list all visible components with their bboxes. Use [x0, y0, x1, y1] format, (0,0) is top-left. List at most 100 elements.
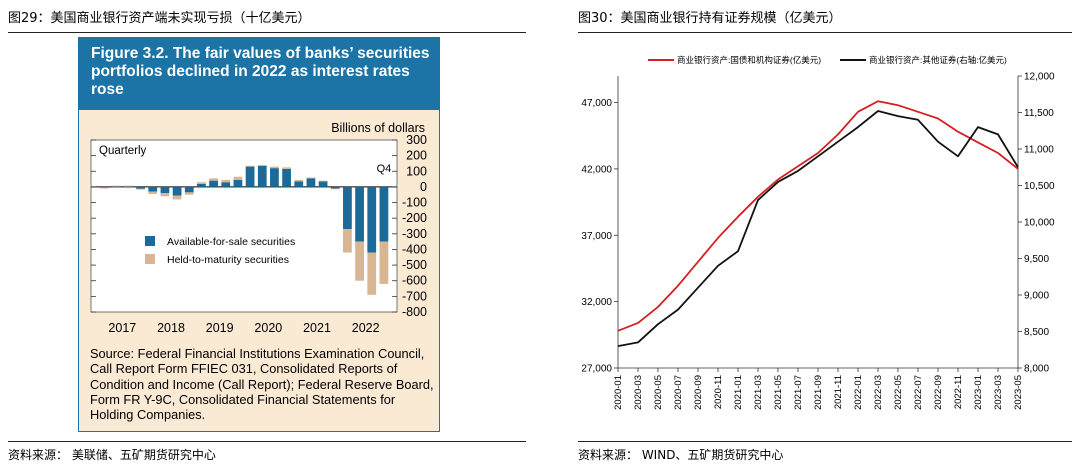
y-tick-label: -500 — [402, 258, 427, 272]
y-tick-label: -800 — [402, 305, 427, 319]
afs-bar — [367, 186, 377, 253]
x-tick-label: 2022-01 — [853, 375, 864, 410]
x-tick-label: 2021-07 — [793, 375, 804, 410]
x-tick-label: 2020-05 — [653, 375, 664, 410]
x-tick-label: 2022-11 — [953, 375, 964, 409]
afs-bar — [184, 186, 194, 193]
left-caption-rule — [8, 32, 526, 33]
legend-label: 商业银行资产:其他证券(右轴:亿美元) — [869, 55, 1007, 65]
x-tick-label: 2021-09 — [813, 375, 824, 410]
htm-bar — [343, 229, 352, 253]
x-tick-label: 2022-05 — [893, 375, 904, 410]
x-tick-label: 2020-11 — [713, 375, 724, 409]
htm-bar — [294, 179, 304, 182]
y-tick-label: -300 — [402, 227, 427, 241]
x-tick-label: 2021-05 — [773, 375, 784, 410]
securities-holdings-line-chart: 27,000 32,000 37,000 42,000 47,000 8,000 8,500… — [581, 55, 1055, 410]
right-tick-label: 9,000 — [1024, 291, 1049, 302]
afs-bar — [318, 181, 328, 187]
afs-bar — [172, 186, 182, 196]
afs-bar — [282, 168, 291, 187]
left-tick-label: 32,000 — [581, 297, 612, 308]
htm-bar — [172, 195, 182, 200]
afs-bar — [221, 182, 231, 187]
treasury-agency-line — [617, 100, 1019, 332]
htm-bar — [160, 193, 170, 197]
htm-bar — [184, 192, 194, 195]
y-tick-label: 0 — [420, 180, 427, 194]
right-tick-label: 12,000 — [1024, 72, 1055, 83]
right-source-rule — [578, 441, 1072, 442]
htm-bar — [257, 165, 267, 166]
x-tick-label: 2021-11 — [833, 375, 844, 409]
y-tick-label: -700 — [402, 289, 427, 303]
afs-bar — [245, 166, 255, 187]
legend-label: Held-to-maturity securities — [167, 254, 289, 266]
afs-bar — [257, 165, 267, 187]
other-securities-line — [617, 110, 1019, 347]
left-source-rule — [8, 441, 526, 442]
htm-bar — [379, 241, 389, 284]
afs-bar — [343, 186, 352, 230]
panel-body: 300 200 100 0 -100 -200 -300 -400 -500 -600 -700 -8… — [79, 110, 439, 431]
right-tick-label: 8,500 — [1024, 327, 1049, 338]
afs-bar — [136, 186, 145, 189]
y-tick-label: -100 — [402, 196, 427, 210]
x-tick-label: 2020-09 — [693, 375, 704, 410]
x-tick-label: 2020-07 — [673, 375, 684, 410]
afs-bar — [124, 186, 133, 187]
y-tick-label: 100 — [406, 164, 427, 178]
x-tick-label: 2022-03 — [873, 375, 884, 410]
htm-bar — [124, 185, 133, 187]
x-tick-label: 2020-01 — [613, 375, 624, 410]
panel-source-note: Source: Federal Financial Institutions E… — [90, 346, 434, 423]
htm-bar — [367, 252, 377, 295]
htm-bar — [136, 188, 145, 190]
y-tick-label: -600 — [402, 274, 427, 288]
year-label: 2018 — [157, 321, 185, 335]
htm-bar — [270, 166, 279, 169]
year-label: 2022 — [352, 321, 380, 335]
right-tick-label: 10,500 — [1024, 181, 1055, 192]
htm-bar — [355, 241, 364, 281]
panel-title-bar: Figure 3.2. The fair values of banks’ se… — [79, 38, 439, 110]
legend-swatch — [145, 254, 155, 264]
left-figure-caption: 图29：美国商业银行资产端未实现亏损（十亿美元） — [8, 11, 311, 26]
htm-bar — [111, 185, 121, 187]
legend-label: 商业银行资产:国债和机构证券(亿美元) — [677, 55, 821, 65]
htm-bar — [318, 180, 328, 182]
right-figure-caption: 图30：美国商业银行持有证券规模（亿美元） — [578, 11, 842, 26]
panel-title: Figure 3.2. The fair values of banks’ se… — [91, 45, 430, 98]
right-tick-label: 10,000 — [1024, 218, 1055, 229]
x-tick-label: 2020-03 — [633, 375, 644, 410]
afs-bar — [148, 186, 158, 192]
x-tick-label: 2023-03 — [993, 375, 1004, 410]
htm-bar — [282, 167, 291, 169]
right-tick-label: 9,500 — [1024, 254, 1049, 265]
q4-annotation: Q4 — [377, 163, 392, 175]
x-tick-label: 2021-01 — [733, 375, 744, 410]
htm-bar — [221, 179, 231, 183]
year-label: 2017 — [108, 321, 136, 335]
afs-bar — [355, 186, 364, 242]
right-tick-label: 8,000 — [1024, 364, 1049, 375]
x-tick-label: 2022-07 — [913, 375, 924, 410]
fsr-figure-panel: Figure 3.2. The fair values of banks’ se… — [78, 37, 440, 432]
year-label: 2021 — [303, 321, 331, 335]
legend-swatch — [145, 236, 155, 246]
unit-label: Billions of dollars — [331, 121, 425, 135]
year-label: 2019 — [206, 321, 234, 335]
htm-bar — [245, 165, 255, 167]
afs-bar — [233, 179, 243, 187]
frequency-label: Quarterly — [99, 145, 147, 157]
x-tick-label: 2023-01 — [973, 375, 984, 410]
x-tick-label: 2022-09 — [933, 375, 944, 410]
left-tick-label: 47,000 — [581, 98, 612, 109]
right-caption-rule — [578, 32, 1072, 33]
afs-bar — [379, 186, 389, 242]
htm-bar — [209, 178, 218, 181]
afs-bar — [160, 186, 170, 194]
year-label: 2020 — [254, 321, 282, 335]
y-tick-label: 200 — [406, 149, 427, 163]
